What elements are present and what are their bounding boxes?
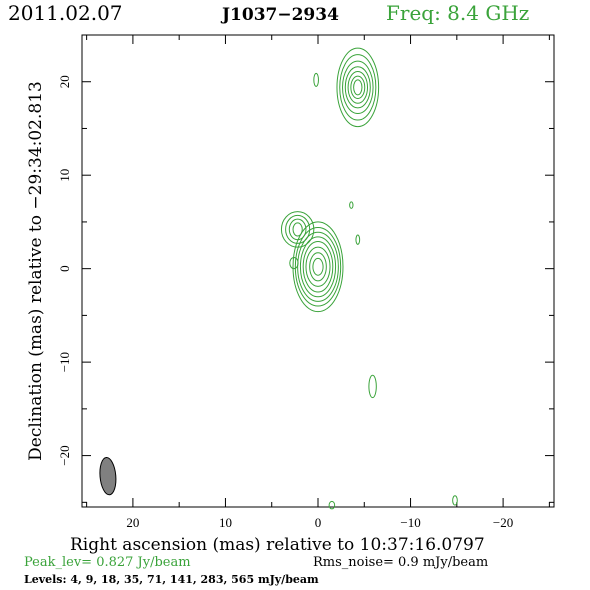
component-spot-a (313, 72, 319, 87)
contour-levels: Levels: 4, 9, 18, 35, 71, 141, 283, 565 … (24, 573, 319, 586)
contour-line (288, 218, 307, 241)
contour-line (344, 66, 371, 109)
contour-line (294, 227, 342, 307)
x-tick-label: 10 (219, 515, 232, 530)
y-tick-label: 10 (57, 169, 72, 182)
component-spot-g (452, 495, 458, 506)
x-tick-label: −10 (400, 515, 420, 530)
contour-line (355, 234, 361, 245)
beam-group (99, 457, 117, 496)
contour-line (349, 201, 354, 209)
component-inner-jet (280, 211, 315, 248)
contour-line (350, 75, 366, 100)
component-spot-f (328, 500, 336, 510)
x-tick-label: 20 (126, 515, 139, 530)
axis-tick-labels: 20 10 0 −10 −20 20 10 0 −10 −20 (57, 75, 513, 530)
contour-line (302, 241, 334, 293)
peak-level: Peak_lev= 0.827 Jy/beam (24, 555, 191, 570)
y-axis-label: Declination (mas) relative to −29:34:02.… (26, 81, 46, 461)
component-spot-b (349, 201, 354, 209)
y-tick-label: −20 (57, 445, 72, 465)
y-tick-label: 20 (57, 75, 72, 88)
contour-line (297, 231, 339, 302)
contour-group (280, 47, 458, 510)
axis-ticks (82, 34, 554, 507)
frequency-label: Freq: 8.4 GHz (386, 1, 529, 25)
component-core (292, 221, 344, 313)
contour-line (280, 211, 315, 248)
contour-line (336, 47, 380, 128)
y-tick-label: −10 (57, 352, 72, 372)
contour-line (285, 214, 311, 244)
contour-line (342, 60, 374, 115)
x-axis-label: Right ascension (mas) relative to 10:37:… (70, 535, 485, 555)
contour-line (313, 72, 319, 87)
component-spot-c (355, 234, 361, 245)
observation-date: 2011.02.07 (8, 1, 123, 25)
contour-line (309, 252, 327, 282)
contour-line (347, 70, 369, 104)
y-tick-label: 0 (57, 265, 72, 272)
x-tick-label: −20 (493, 515, 513, 530)
component-northern-component (336, 47, 380, 128)
contour-line (353, 79, 363, 96)
contour-line (289, 256, 299, 270)
plot-frame (81, 34, 555, 508)
contour-line (328, 500, 336, 510)
contour-line (305, 246, 331, 287)
restoring-beam (99, 457, 117, 496)
contour-line (452, 495, 458, 506)
contour-line (292, 222, 303, 237)
rms-noise: Rms_noise= 0.9 mJy/beam (313, 555, 488, 570)
contour-line (292, 221, 344, 313)
contour-line (339, 54, 377, 121)
contour-line (368, 374, 377, 399)
contour-line (299, 236, 337, 298)
component-spot-d (289, 256, 299, 270)
contour-line (312, 257, 324, 276)
component-spot-e (368, 374, 377, 399)
source-name: J1037−2934 (220, 5, 339, 25)
x-tick-label: 0 (315, 515, 322, 530)
